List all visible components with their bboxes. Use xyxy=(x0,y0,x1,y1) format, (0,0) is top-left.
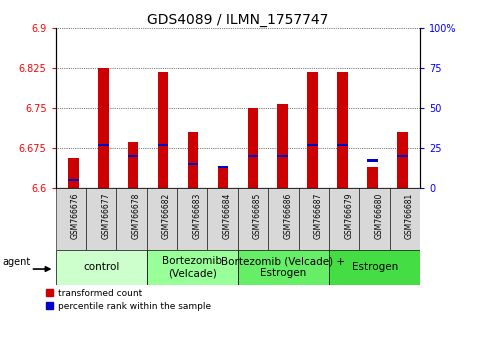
Bar xyxy=(397,155,408,157)
Text: GSM766683: GSM766683 xyxy=(192,193,201,239)
Bar xyxy=(298,188,329,250)
Bar xyxy=(238,250,329,285)
Bar xyxy=(268,188,298,250)
Text: GSM766680: GSM766680 xyxy=(375,193,384,239)
Text: GSM766678: GSM766678 xyxy=(131,193,141,239)
Text: GSM766677: GSM766677 xyxy=(101,193,110,239)
Bar xyxy=(147,188,177,250)
Bar xyxy=(158,143,169,145)
Text: Estrogen: Estrogen xyxy=(352,262,398,272)
Bar xyxy=(56,250,147,285)
Bar xyxy=(248,108,258,188)
Bar xyxy=(56,188,86,250)
Text: GSM766685: GSM766685 xyxy=(253,193,262,239)
Bar xyxy=(359,188,390,250)
Bar xyxy=(208,188,238,250)
Bar xyxy=(86,188,116,250)
Bar xyxy=(337,72,348,188)
Text: Bortezomib (Velcade) +
Estrogen: Bortezomib (Velcade) + Estrogen xyxy=(222,256,345,278)
Text: agent: agent xyxy=(3,257,31,267)
Bar xyxy=(116,188,147,250)
Bar xyxy=(329,188,359,250)
Title: GDS4089 / ILMN_1757747: GDS4089 / ILMN_1757747 xyxy=(147,13,328,27)
Bar xyxy=(188,162,199,165)
Text: control: control xyxy=(83,262,119,272)
Text: GSM766679: GSM766679 xyxy=(344,193,353,239)
Bar xyxy=(147,250,238,285)
Bar xyxy=(128,142,139,188)
Text: GSM766682: GSM766682 xyxy=(162,193,171,239)
Bar xyxy=(188,132,199,188)
Text: GSM766681: GSM766681 xyxy=(405,193,414,239)
Text: GSM766686: GSM766686 xyxy=(284,193,293,239)
Bar xyxy=(367,159,378,161)
Bar xyxy=(307,143,318,145)
Bar xyxy=(397,132,408,188)
Bar xyxy=(277,155,288,157)
Bar xyxy=(98,68,109,188)
Bar xyxy=(68,178,79,181)
Text: Bortezomib
(Velcade): Bortezomib (Velcade) xyxy=(162,256,222,278)
Bar xyxy=(337,143,348,145)
Bar xyxy=(218,166,228,168)
Bar xyxy=(177,188,208,250)
Bar xyxy=(277,104,288,188)
Text: GSM766676: GSM766676 xyxy=(71,193,80,239)
Text: GSM766684: GSM766684 xyxy=(223,193,232,239)
Text: GSM766687: GSM766687 xyxy=(314,193,323,239)
Bar xyxy=(367,167,378,188)
Bar xyxy=(307,72,318,188)
Bar xyxy=(248,155,258,157)
Bar xyxy=(329,250,420,285)
Bar xyxy=(128,155,139,157)
Bar xyxy=(158,72,169,188)
Bar xyxy=(238,188,268,250)
Bar xyxy=(218,167,228,188)
Legend: transformed count, percentile rank within the sample: transformed count, percentile rank withi… xyxy=(46,289,211,311)
Bar xyxy=(68,158,79,188)
Bar xyxy=(390,188,420,250)
Bar xyxy=(98,143,109,145)
